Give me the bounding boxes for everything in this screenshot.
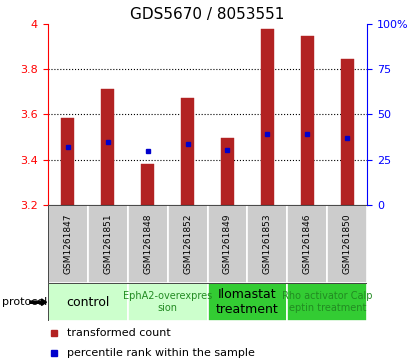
Text: GSM1261846: GSM1261846 <box>303 214 312 274</box>
Text: GSM1261851: GSM1261851 <box>103 214 112 274</box>
Bar <box>208 205 247 283</box>
Text: GSM1261849: GSM1261849 <box>223 214 232 274</box>
Text: EphA2-overexpres
sion: EphA2-overexpres sion <box>123 291 212 313</box>
Text: Ilomastat
treatment: Ilomastat treatment <box>216 288 279 316</box>
Text: GSM1261852: GSM1261852 <box>183 214 192 274</box>
Bar <box>341 59 354 205</box>
Bar <box>48 205 88 283</box>
Title: GDS5670 / 8053551: GDS5670 / 8053551 <box>130 7 285 23</box>
Bar <box>287 205 327 283</box>
Text: percentile rank within the sample: percentile rank within the sample <box>67 347 255 358</box>
Bar <box>261 29 274 205</box>
Bar <box>287 283 367 321</box>
Bar <box>221 138 234 205</box>
Text: Rho activator Calp
eptin treatment: Rho activator Calp eptin treatment <box>282 291 373 313</box>
Bar <box>301 36 314 205</box>
Bar <box>128 205 168 283</box>
Text: GSM1261850: GSM1261850 <box>343 214 352 274</box>
Text: protocol: protocol <box>2 297 47 307</box>
Text: control: control <box>66 296 110 309</box>
Bar <box>48 283 128 321</box>
Bar <box>327 205 367 283</box>
Bar <box>247 205 287 283</box>
Bar <box>168 205 208 283</box>
Bar <box>181 98 194 205</box>
Bar <box>61 118 74 205</box>
Bar <box>208 283 287 321</box>
Bar <box>128 283 208 321</box>
Bar <box>141 164 154 205</box>
Text: GSM1261847: GSM1261847 <box>63 214 72 274</box>
Text: GSM1261848: GSM1261848 <box>143 214 152 274</box>
Text: GSM1261853: GSM1261853 <box>263 214 272 274</box>
Bar <box>101 89 114 205</box>
Text: transformed count: transformed count <box>67 328 171 338</box>
Bar <box>88 205 128 283</box>
